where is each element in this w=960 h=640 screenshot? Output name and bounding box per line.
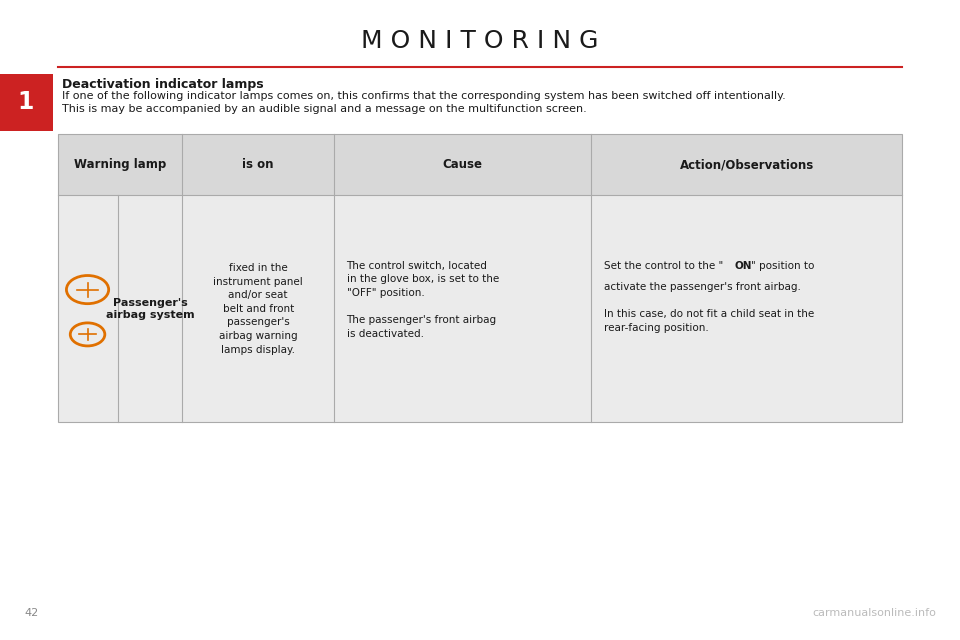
Text: M O N I T O R I N G: M O N I T O R I N G bbox=[361, 29, 599, 53]
Text: ON: ON bbox=[734, 260, 752, 271]
Bar bbox=[58, 195, 902, 422]
Bar bbox=[58, 134, 902, 195]
Text: 42: 42 bbox=[24, 607, 38, 618]
Text: carmanualsonline.info: carmanualsonline.info bbox=[812, 607, 936, 618]
Text: Cause: Cause bbox=[443, 158, 483, 172]
Text: Set the control to the ": Set the control to the " bbox=[604, 260, 723, 271]
Bar bbox=[58, 134, 902, 422]
Text: Passenger's
airbag system: Passenger's airbag system bbox=[106, 298, 194, 319]
Bar bbox=[0, 74, 53, 131]
Text: The control switch, located
in the glove box, is set to the
"OFF" position.

The: The control switch, located in the glove… bbox=[347, 260, 499, 339]
Text: This is may be accompanied by an audible signal and a message on the multifuncti: This is may be accompanied by an audible… bbox=[62, 104, 588, 114]
Text: " position to: " position to bbox=[751, 260, 814, 271]
Text: Deactivation indicator lamps: Deactivation indicator lamps bbox=[62, 78, 264, 91]
Text: If one of the following indicator lamps comes on, this confirms that the corresp: If one of the following indicator lamps … bbox=[62, 91, 786, 101]
Text: Warning lamp: Warning lamp bbox=[74, 158, 166, 172]
Text: activate the passenger's front airbag.

In this case, do not fit a child seat in: activate the passenger's front airbag. I… bbox=[604, 282, 814, 333]
Text: Action/Observations: Action/Observations bbox=[680, 158, 814, 172]
Text: is on: is on bbox=[243, 158, 274, 172]
Text: fixed in the
instrument panel
and/or seat
belt and front
passenger's
airbag warn: fixed in the instrument panel and/or sea… bbox=[213, 263, 303, 355]
Text: 1: 1 bbox=[17, 90, 35, 115]
